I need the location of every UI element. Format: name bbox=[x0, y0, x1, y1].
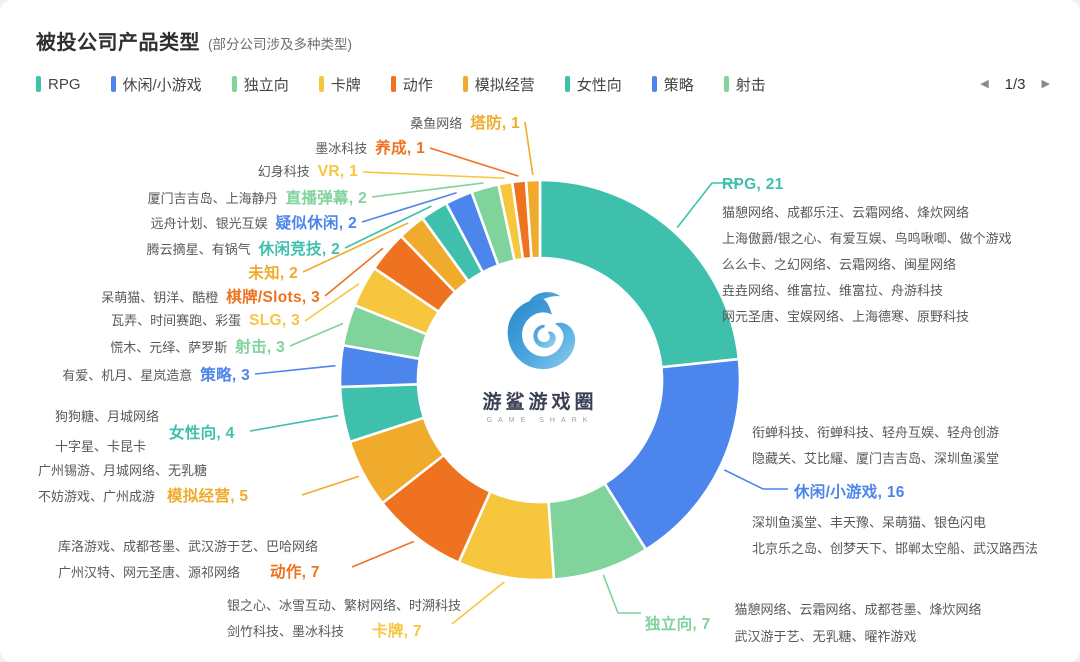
leader-line-female-oriented bbox=[249, 414, 339, 432]
leader-line-rpg bbox=[676, 182, 738, 229]
game-shark-logo: 游鲨游戏圈 GAME SHARK bbox=[430, 288, 650, 424]
page-indicator: 1/3 bbox=[1004, 75, 1026, 93]
legend-row: RPG 休闲/小游戏 独立向 卡牌 动作 模拟经营 女性向 策略 射击 ◀ 1/3 ▶ bbox=[36, 70, 1050, 98]
legend-item-label: 动作 bbox=[402, 76, 433, 94]
legend-item-label: 射击 bbox=[735, 76, 766, 94]
logo-title: 游鲨游戏圈 bbox=[482, 392, 598, 413]
legend-item-label: 女性向 bbox=[576, 76, 622, 94]
page-subtitle: (部分公司涉及多种类型) bbox=[208, 37, 352, 52]
leader-line-card bbox=[451, 581, 505, 625]
leader-line-nurture bbox=[429, 147, 519, 177]
prev-page-icon[interactable]: ◀ bbox=[980, 77, 989, 90]
next-page-icon[interactable]: ▶ bbox=[1041, 77, 1050, 90]
legend-item-label: 独立向 bbox=[243, 76, 289, 94]
legend-item-1[interactable]: 休闲/小游戏 bbox=[110, 74, 202, 95]
legend-swatch-icon bbox=[318, 76, 324, 92]
leader-line-action bbox=[351, 540, 415, 568]
legend-pager: ◀ 1/3 ▶ bbox=[980, 76, 1050, 93]
legend-item-label: 模拟经营 bbox=[474, 76, 535, 94]
shark-swirl-icon bbox=[507, 292, 576, 370]
leader-line-shooter bbox=[289, 322, 344, 347]
legend-item-label: 卡牌 bbox=[330, 76, 361, 94]
legend-swatch-icon bbox=[110, 76, 116, 92]
logo-subtitle: GAME SHARK bbox=[486, 417, 594, 424]
leader-line-unknown bbox=[302, 222, 409, 273]
donut-segment-17[interactable] bbox=[524, 178, 542, 260]
legend-item-3[interactable]: 卡牌 bbox=[318, 74, 361, 95]
page-title: 被投公司产品类型 bbox=[36, 32, 200, 54]
legend-item-label: 策略 bbox=[663, 76, 694, 94]
legend-swatch-icon bbox=[36, 76, 41, 92]
leader-line-simulation bbox=[301, 475, 360, 496]
legend-swatch-icon bbox=[723, 76, 729, 92]
legend-swatch-icon bbox=[390, 76, 396, 92]
legend-item-label: 休闲/小游戏 bbox=[122, 76, 202, 94]
leader-line-suspected-casual bbox=[361, 191, 457, 223]
leader-line-live-danmaku bbox=[371, 182, 484, 198]
leader-line-strategy bbox=[254, 364, 336, 375]
legend-item-4[interactable]: 动作 bbox=[390, 74, 433, 95]
legend-item-7[interactable]: 策略 bbox=[651, 74, 694, 95]
legend-swatch-icon bbox=[231, 76, 237, 92]
legend-item-2[interactable]: 独立向 bbox=[231, 74, 289, 95]
legend-item-label: RPG bbox=[48, 75, 81, 93]
legend-item-0[interactable]: RPG bbox=[36, 76, 81, 93]
leader-line-indie bbox=[602, 574, 641, 614]
legend-item-5[interactable]: 模拟经营 bbox=[462, 74, 535, 95]
legend-swatch-icon bbox=[564, 76, 570, 92]
leader-line-board-slots bbox=[324, 247, 384, 297]
leader-line-casual-competitive bbox=[344, 205, 432, 249]
legend-item-6[interactable]: 女性向 bbox=[564, 74, 622, 95]
leader-line-casual-minigame bbox=[723, 469, 788, 490]
donut-segment-0[interactable] bbox=[538, 178, 741, 369]
leader-line-vr bbox=[362, 171, 505, 179]
leader-line-slg bbox=[304, 283, 360, 322]
header: 被投公司产品类型 (部分公司涉及多种类型) bbox=[36, 26, 352, 55]
legend-item-8[interactable]: 射击 bbox=[723, 74, 766, 95]
legend-swatch-icon bbox=[651, 76, 657, 92]
legend: RPG 休闲/小游戏 独立向 卡牌 动作 模拟经营 女性向 策略 射击 bbox=[36, 74, 980, 95]
legend-swatch-icon bbox=[462, 76, 468, 92]
leader-line-tower-defense bbox=[524, 121, 534, 176]
